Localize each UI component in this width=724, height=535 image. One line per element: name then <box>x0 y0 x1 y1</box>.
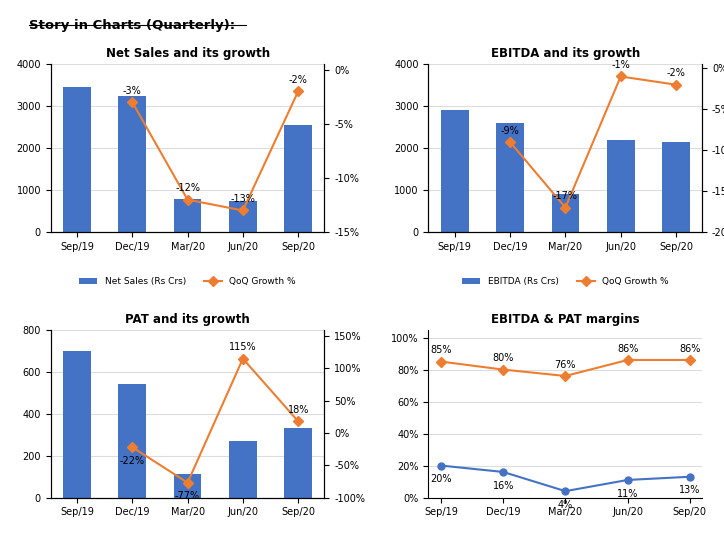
EBITDA margin % <box>686 357 694 363</box>
Text: 85%: 85% <box>430 345 452 355</box>
PAT margin % <box>437 462 445 469</box>
EBITDA margin % <box>561 373 570 379</box>
Bar <box>63 87 90 232</box>
Bar <box>174 475 201 498</box>
Text: -1%: -1% <box>611 60 630 70</box>
Title: Net Sales and its growth: Net Sales and its growth <box>106 47 269 60</box>
Text: 4%: 4% <box>557 500 573 510</box>
Text: -2%: -2% <box>667 68 686 78</box>
Text: -22%: -22% <box>119 456 145 466</box>
Text: 80%: 80% <box>492 353 514 363</box>
Text: 76%: 76% <box>555 360 576 370</box>
Bar <box>174 198 201 232</box>
PAT margin % <box>561 488 570 494</box>
Text: -77%: -77% <box>175 491 200 501</box>
Text: 16%: 16% <box>492 480 514 491</box>
Bar <box>496 123 524 232</box>
Text: -12%: -12% <box>175 184 200 193</box>
Text: -9%: -9% <box>501 126 519 136</box>
Text: -17%: -17% <box>553 191 578 201</box>
Bar <box>441 110 468 232</box>
Bar <box>285 125 312 232</box>
Text: 20%: 20% <box>430 474 452 484</box>
Bar <box>119 384 146 498</box>
Text: 18%: 18% <box>287 405 309 415</box>
Bar <box>229 201 257 232</box>
Legend: EBITDA (Rs Crs), QoQ Growth %: EBITDA (Rs Crs), QoQ Growth % <box>459 273 672 290</box>
Bar <box>552 194 579 232</box>
Title: PAT and its growth: PAT and its growth <box>125 312 250 326</box>
Title: EBITDA and its growth: EBITDA and its growth <box>491 47 640 60</box>
Text: -2%: -2% <box>289 75 308 85</box>
Text: -13%: -13% <box>230 194 256 204</box>
Bar <box>662 142 690 232</box>
PAT margin % <box>499 469 508 475</box>
Bar <box>607 140 634 232</box>
PAT margin % <box>686 473 694 480</box>
Text: 11%: 11% <box>617 488 639 499</box>
Text: -3%: -3% <box>123 86 142 96</box>
Bar <box>285 428 312 498</box>
Text: 86%: 86% <box>617 343 639 354</box>
Bar <box>119 96 146 232</box>
EBITDA margin % <box>437 358 445 365</box>
Text: 115%: 115% <box>229 342 257 353</box>
Line: PAT margin %: PAT margin % <box>437 462 694 495</box>
Title: EBITDA & PAT margins: EBITDA & PAT margins <box>491 312 640 326</box>
Bar <box>63 350 90 498</box>
Text: 13%: 13% <box>679 485 701 495</box>
Legend: Net Sales (Rs Crs), QoQ Growth %: Net Sales (Rs Crs), QoQ Growth % <box>76 273 300 290</box>
Text: 86%: 86% <box>679 343 701 354</box>
Line: EBITDA margin %: EBITDA margin % <box>437 356 694 379</box>
EBITDA margin % <box>623 357 632 363</box>
Bar <box>229 441 257 498</box>
Text: Story in Charts (Quarterly):: Story in Charts (Quarterly): <box>29 19 235 32</box>
EBITDA margin % <box>499 366 508 373</box>
PAT margin % <box>623 477 632 483</box>
